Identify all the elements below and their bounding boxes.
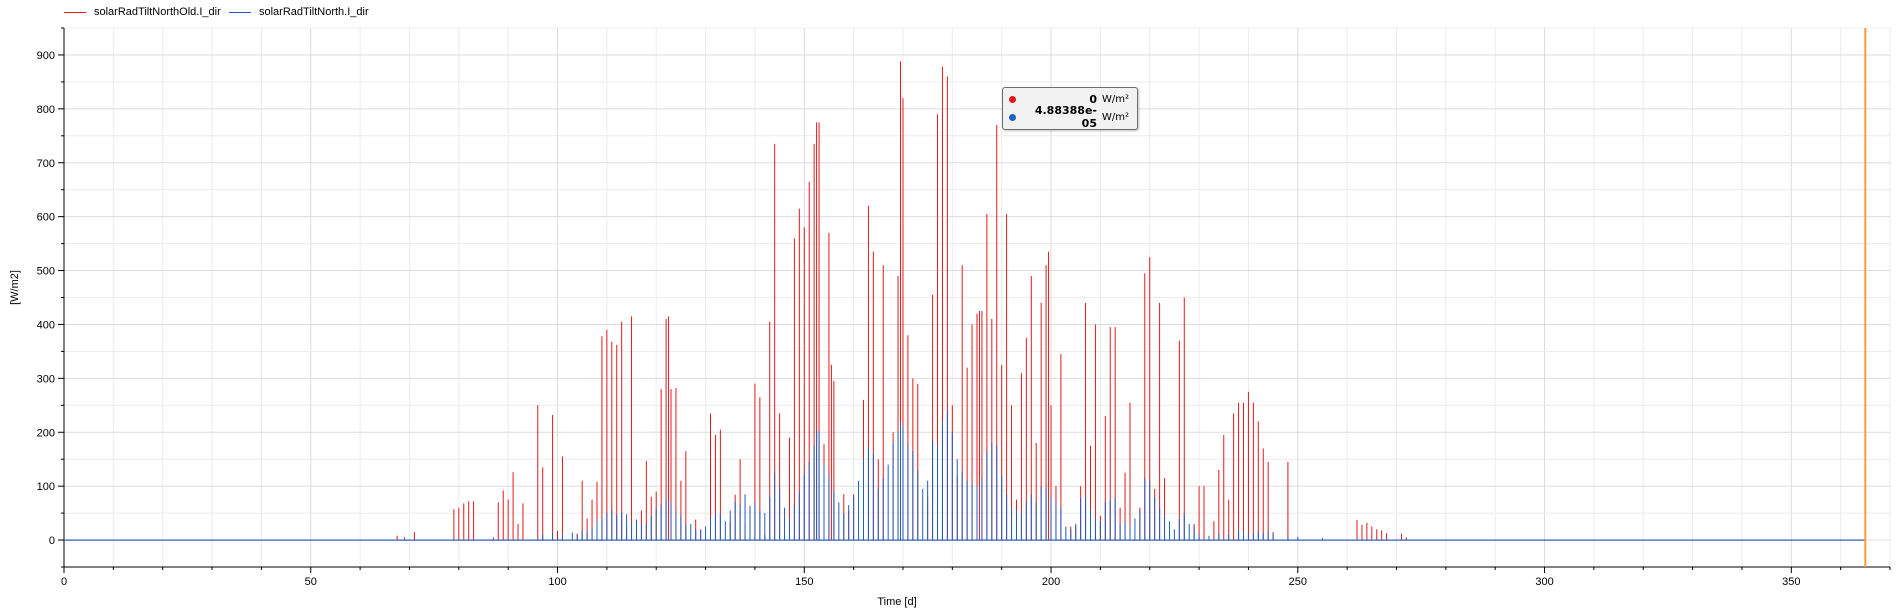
- x-tick-label: 100: [548, 576, 566, 588]
- legend-item-new[interactable]: solarRadTiltNorth.I_dir: [229, 6, 369, 18]
- tooltip-value-new: 4.88388e-05: [1034, 104, 1097, 130]
- legend-label-new: solarRadTiltNorth.I_dir: [259, 6, 369, 18]
- series-solarRadTiltNorthOld: [64, 61, 1866, 541]
- y-tick-label: 200: [37, 427, 55, 439]
- tooltip-unit-old: W/m²: [1101, 93, 1129, 105]
- legend-item-old[interactable]: solarRadTiltNorthOld.I_dir: [64, 6, 221, 18]
- y-tick-label: 900: [37, 50, 55, 62]
- x-tick-label: 300: [1535, 576, 1553, 588]
- y-tick-label: 0: [49, 535, 55, 547]
- axes: [58, 27, 1891, 573]
- tooltip-row-new: 4.88388e-05 W/m²: [1009, 104, 1129, 130]
- y-tick-label: 500: [37, 266, 55, 278]
- tooltip-unit-new: W/m²: [1101, 111, 1129, 123]
- legend: solarRadTiltNorthOld.I_dir solarRadTiltN…: [0, 0, 1904, 22]
- x-axis-title: Time [d]: [877, 596, 916, 608]
- x-tick-label: 200: [1042, 576, 1060, 588]
- tooltip-dot-old: [1009, 95, 1016, 103]
- x-tick-label: 250: [1289, 576, 1307, 588]
- x-tick-label: 0: [61, 576, 67, 588]
- series-solarRadTiltNorth: [64, 410, 1866, 541]
- y-tick-label: 700: [37, 158, 55, 170]
- legend-swatch-old: [64, 11, 86, 13]
- x-tick-label: 350: [1782, 576, 1800, 588]
- y-tick-label: 100: [37, 481, 55, 493]
- axis-labels: 0 50 100 150 200 250 300 350 0 100 200 300 400 500 600…: [9, 50, 1800, 608]
- tooltip-dot-new: [1009, 113, 1016, 121]
- tooltip-row-old: 0 W/m²: [1009, 91, 1129, 107]
- legend-label-old: solarRadTiltNorthOld.I_dir: [94, 6, 221, 18]
- y-axis-title: [W/m2]: [9, 270, 21, 305]
- x-tick-label: 50: [305, 576, 317, 588]
- value-tooltip: 0 W/m² 4.88388e-05 W/m²: [1002, 87, 1138, 130]
- legend-swatch-new: [229, 11, 251, 13]
- tooltip-value-old: 0: [1089, 92, 1097, 106]
- y-tick-label: 400: [37, 319, 55, 331]
- y-tick-label: 600: [37, 212, 55, 224]
- x-tick-label: 150: [795, 576, 813, 588]
- y-tick-label: 800: [37, 104, 55, 116]
- y-tick-label: 300: [37, 373, 55, 385]
